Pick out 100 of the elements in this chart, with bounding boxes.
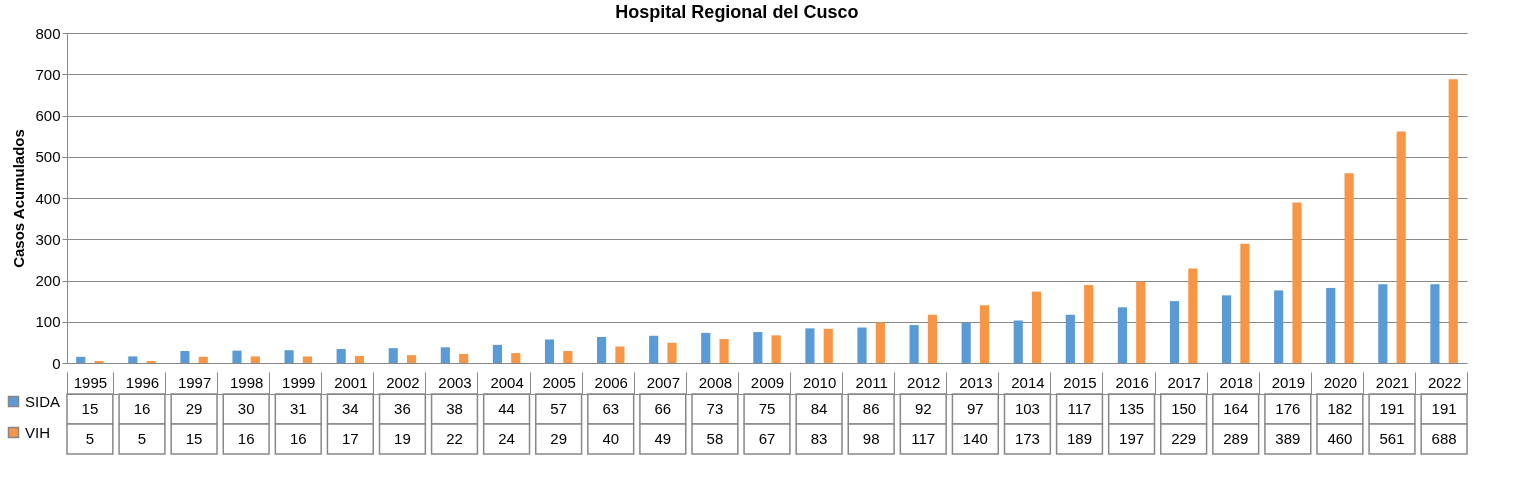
bar <box>1274 290 1284 363</box>
data-label: 389 <box>1275 430 1301 447</box>
bar <box>128 356 138 363</box>
data-label: 31 <box>289 400 307 417</box>
bar <box>875 322 885 363</box>
bar <box>961 322 971 363</box>
bar <box>1136 281 1146 363</box>
data-label: 29 <box>550 430 568 447</box>
bar <box>719 339 729 363</box>
x-tick-label: 2002 <box>386 373 420 391</box>
bar <box>1065 314 1075 363</box>
bar <box>336 348 346 363</box>
x-tick-label: 1997 <box>177 373 212 391</box>
legend-label: VIH <box>25 423 51 441</box>
data-label: 15 <box>81 400 99 417</box>
data-label: 289 <box>1223 430 1249 447</box>
y-tick-label: 400 <box>35 189 61 207</box>
x-tick-label: 2005 <box>542 373 576 391</box>
x-tick-label: 2006 <box>594 373 628 391</box>
x-tick-label: 2008 <box>698 373 733 391</box>
bar <box>1326 287 1336 363</box>
bar <box>354 355 365 363</box>
data-label: 73 <box>706 400 724 417</box>
data-label: 66 <box>654 400 672 417</box>
data-label: 164 <box>1223 400 1249 417</box>
data-label: 229 <box>1171 430 1197 447</box>
data-label: 44 <box>498 400 515 417</box>
data-label: 103 <box>1014 400 1040 417</box>
bar <box>511 353 521 363</box>
data-label: 182 <box>1327 400 1353 417</box>
data-label: 49 <box>654 430 672 447</box>
bar <box>753 332 763 363</box>
bar <box>76 356 86 363</box>
bar <box>492 344 502 363</box>
y-tick-label: 600 <box>35 107 61 124</box>
bar <box>563 351 573 363</box>
data-label: 176 <box>1275 400 1301 417</box>
data-label: 191 <box>1379 400 1405 417</box>
data-label: 5 <box>137 430 147 447</box>
data-label: 561 <box>1379 430 1405 447</box>
bar <box>1240 243 1250 363</box>
data-label: 191 <box>1431 400 1457 417</box>
data-label: 117 <box>911 430 936 447</box>
x-tick-label: 2016 <box>1115 373 1149 391</box>
bar <box>927 314 937 363</box>
chart-title: Hospital Regional del Cusco <box>615 2 859 22</box>
bar <box>615 346 625 363</box>
x-tick-label: 2021 <box>1375 373 1410 391</box>
data-label: 22 <box>446 430 463 447</box>
bar <box>1188 268 1198 363</box>
data-label: 24 <box>498 430 515 447</box>
y-tick-label: 800 <box>35 24 61 42</box>
bar <box>459 353 469 363</box>
bar <box>1222 295 1232 363</box>
bar <box>180 351 190 363</box>
data-label: 173 <box>1014 430 1040 447</box>
bar <box>909 325 919 363</box>
data-label: 5 <box>85 430 95 447</box>
data-label: 460 <box>1327 430 1353 447</box>
bar <box>667 342 677 363</box>
bar <box>1013 320 1023 363</box>
data-label: 86 <box>862 400 880 417</box>
bar <box>1344 173 1354 363</box>
x-tick-label: 2007 <box>646 373 681 391</box>
bar <box>979 305 990 363</box>
bar <box>302 356 312 363</box>
data-label: 135 <box>1119 400 1145 417</box>
data-label: 117 <box>1067 400 1092 417</box>
bar <box>1378 284 1388 363</box>
bar <box>823 328 833 363</box>
data-label: 30 <box>237 400 255 417</box>
legend-label: SIDA <box>25 392 61 410</box>
y-tick-label: 300 <box>35 230 61 248</box>
data-label: 83 <box>810 430 828 447</box>
x-tick-label: 2017 <box>1167 373 1201 391</box>
data-label: 15 <box>185 430 203 447</box>
bar <box>701 332 711 363</box>
data-label: 189 <box>1066 430 1093 447</box>
bar <box>597 337 607 363</box>
data-label: 58 <box>706 430 724 447</box>
bar <box>388 348 398 363</box>
x-tick-label: 2022 <box>1427 373 1462 391</box>
bar <box>1117 307 1127 363</box>
x-tick-label: 2018 <box>1219 373 1253 391</box>
x-tick-label: 2011 <box>855 373 888 391</box>
data-label: 140 <box>962 430 988 447</box>
x-tick-label: 2001 <box>334 373 368 391</box>
x-tick-label: 2014 <box>1011 373 1045 391</box>
data-label: 98 <box>862 430 880 447</box>
data-label: 16 <box>289 430 307 447</box>
data-label: 63 <box>602 400 620 417</box>
x-tick-label: 2015 <box>1063 373 1097 391</box>
bar <box>407 355 417 363</box>
bar <box>440 347 450 363</box>
bar <box>1396 131 1406 363</box>
x-tick-label: 2019 <box>1271 373 1306 391</box>
y-tick-label: 200 <box>35 272 61 289</box>
data-label: 36 <box>394 400 411 417</box>
x-tick-label: 2003 <box>438 373 472 391</box>
x-tick-label: 1995 <box>73 373 108 391</box>
